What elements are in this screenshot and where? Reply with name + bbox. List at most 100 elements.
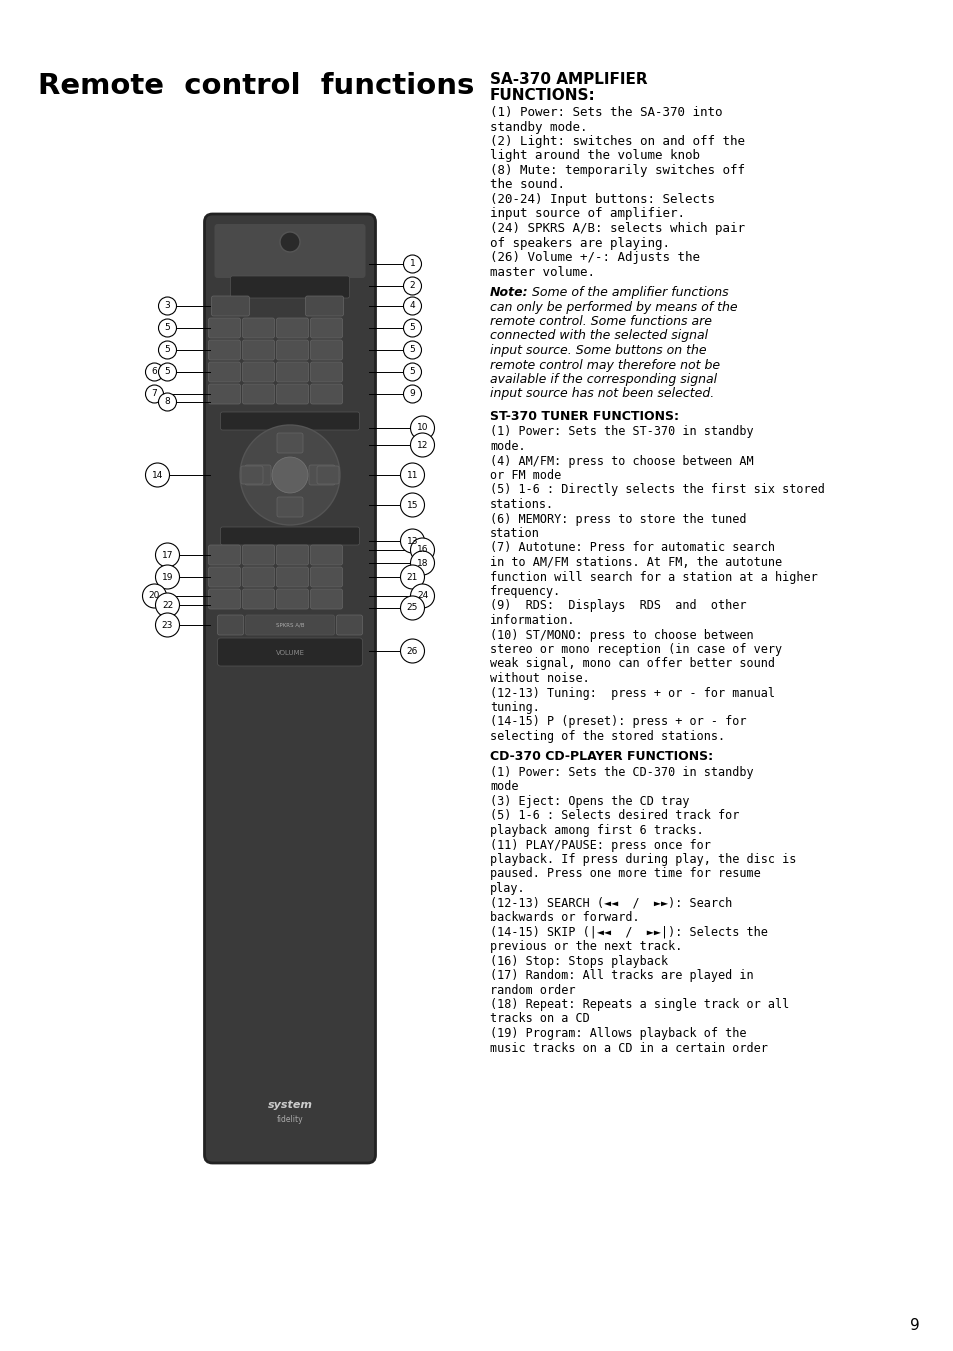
Text: 11: 11 — [406, 470, 417, 480]
Text: of speakers are playing.: of speakers are playing. — [490, 236, 669, 250]
Text: play.: play. — [490, 882, 525, 894]
Text: 5: 5 — [409, 323, 415, 332]
Text: 15: 15 — [406, 500, 417, 509]
Text: tracks on a CD: tracks on a CD — [490, 1012, 589, 1025]
Text: or FM mode: or FM mode — [490, 469, 560, 482]
Circle shape — [142, 584, 167, 608]
Text: (18) Repeat: Repeats a single track or all: (18) Repeat: Repeats a single track or a… — [490, 998, 788, 1011]
Text: remote control. Some functions are: remote control. Some functions are — [490, 315, 711, 328]
Text: mode: mode — [490, 781, 518, 793]
Circle shape — [400, 596, 424, 620]
Text: (6) MEMORY: press to store the tuned: (6) MEMORY: press to store the tuned — [490, 512, 745, 526]
Text: 24: 24 — [416, 592, 428, 600]
FancyBboxPatch shape — [310, 317, 342, 338]
Text: (10) ST/MONO: press to choose between: (10) ST/MONO: press to choose between — [490, 628, 753, 642]
Text: (2) Light: switches on and off the: (2) Light: switches on and off the — [490, 135, 744, 149]
Circle shape — [146, 385, 163, 403]
Text: in to AM/FM stations. At FM, the autotune: in to AM/FM stations. At FM, the autotun… — [490, 557, 781, 569]
Text: 9: 9 — [909, 1319, 919, 1333]
Circle shape — [240, 426, 339, 526]
Text: 22: 22 — [162, 600, 172, 609]
Circle shape — [158, 319, 176, 336]
Text: CD-370 CD-PLAYER FUNCTIONS:: CD-370 CD-PLAYER FUNCTIONS: — [490, 751, 713, 763]
Circle shape — [158, 297, 176, 315]
Text: input source of amplifier.: input source of amplifier. — [490, 208, 684, 220]
FancyBboxPatch shape — [276, 317, 308, 338]
Text: 25: 25 — [406, 604, 417, 612]
Text: (14-15) SKIP (|◄◄  /  ►►|): Selects the: (14-15) SKIP (|◄◄ / ►►|): Selects the — [490, 925, 767, 939]
FancyBboxPatch shape — [209, 544, 240, 565]
Text: random order: random order — [490, 984, 575, 997]
Text: without noise.: without noise. — [490, 671, 589, 685]
FancyBboxPatch shape — [310, 567, 342, 586]
Text: 5: 5 — [165, 346, 171, 354]
Text: frequency.: frequency. — [490, 585, 560, 598]
Circle shape — [155, 565, 179, 589]
Text: light around the volume knob: light around the volume knob — [490, 150, 700, 162]
Text: 13: 13 — [406, 536, 417, 546]
Circle shape — [410, 416, 434, 440]
Text: Remote  control  functions: Remote control functions — [38, 72, 474, 100]
Text: 3: 3 — [165, 301, 171, 311]
Text: previous or the next track.: previous or the next track. — [490, 940, 681, 952]
Text: 8: 8 — [165, 397, 171, 407]
Text: SA-370 AMPLIFIER: SA-370 AMPLIFIER — [490, 72, 647, 86]
Text: 17: 17 — [162, 550, 173, 559]
FancyBboxPatch shape — [209, 589, 240, 609]
Text: master volume.: master volume. — [490, 266, 595, 278]
Circle shape — [403, 297, 421, 315]
Text: (12-13) Tuning:  press + or - for manual: (12-13) Tuning: press + or - for manual — [490, 686, 774, 700]
Text: 16: 16 — [416, 546, 428, 554]
Text: 10: 10 — [416, 423, 428, 432]
Text: (24) SPKRS A/B: selects which pair: (24) SPKRS A/B: selects which pair — [490, 222, 744, 235]
Circle shape — [155, 613, 179, 638]
FancyBboxPatch shape — [241, 466, 263, 484]
Circle shape — [155, 543, 179, 567]
Text: weak signal, mono can offer better sound: weak signal, mono can offer better sound — [490, 658, 774, 670]
FancyBboxPatch shape — [242, 384, 274, 404]
Text: music tracks on a CD in a certain order: music tracks on a CD in a certain order — [490, 1042, 767, 1055]
FancyBboxPatch shape — [209, 567, 240, 586]
Circle shape — [158, 393, 176, 411]
Text: stereo or mono reception (in case of very: stereo or mono reception (in case of ver… — [490, 643, 781, 657]
Text: available if the corresponding signal: available if the corresponding signal — [490, 373, 717, 386]
FancyBboxPatch shape — [217, 638, 362, 666]
FancyBboxPatch shape — [209, 340, 240, 359]
Text: the sound.: the sound. — [490, 178, 564, 192]
Text: paused. Press one more time for resume: paused. Press one more time for resume — [490, 867, 760, 881]
FancyBboxPatch shape — [276, 434, 303, 453]
Text: (11) PLAY/PAUSE: press once for: (11) PLAY/PAUSE: press once for — [490, 839, 710, 851]
FancyBboxPatch shape — [276, 340, 308, 359]
FancyBboxPatch shape — [310, 362, 342, 382]
Text: (4) AM/FM: press to choose between AM: (4) AM/FM: press to choose between AM — [490, 454, 753, 467]
Text: (1) Power: Sets the CD-370 in standby: (1) Power: Sets the CD-370 in standby — [490, 766, 753, 780]
FancyBboxPatch shape — [305, 296, 343, 316]
Circle shape — [400, 565, 424, 589]
Text: (9)  RDS:  Displays  RDS  and  other: (9) RDS: Displays RDS and other — [490, 600, 745, 612]
Circle shape — [146, 363, 163, 381]
Text: 19: 19 — [162, 573, 173, 581]
FancyBboxPatch shape — [276, 362, 308, 382]
Text: system: system — [267, 1100, 313, 1111]
Text: 2: 2 — [409, 281, 415, 290]
Text: input source has not been selected.: input source has not been selected. — [490, 388, 714, 400]
Text: 4: 4 — [409, 301, 415, 311]
Text: playback among first 6 tracks.: playback among first 6 tracks. — [490, 824, 703, 838]
Text: 1: 1 — [409, 259, 415, 269]
Text: mode.: mode. — [490, 440, 525, 453]
Text: 6: 6 — [152, 367, 157, 377]
FancyBboxPatch shape — [245, 615, 335, 635]
Circle shape — [400, 463, 424, 486]
Circle shape — [400, 530, 424, 553]
Text: station: station — [490, 527, 539, 540]
Text: 18: 18 — [416, 558, 428, 567]
Circle shape — [280, 232, 299, 253]
FancyBboxPatch shape — [276, 497, 303, 517]
Text: 26: 26 — [406, 647, 417, 655]
Circle shape — [410, 551, 434, 576]
FancyBboxPatch shape — [242, 544, 274, 565]
Text: (3) Eject: Opens the CD tray: (3) Eject: Opens the CD tray — [490, 794, 689, 808]
Circle shape — [272, 457, 308, 493]
Text: 9: 9 — [409, 389, 415, 399]
FancyBboxPatch shape — [220, 412, 359, 430]
